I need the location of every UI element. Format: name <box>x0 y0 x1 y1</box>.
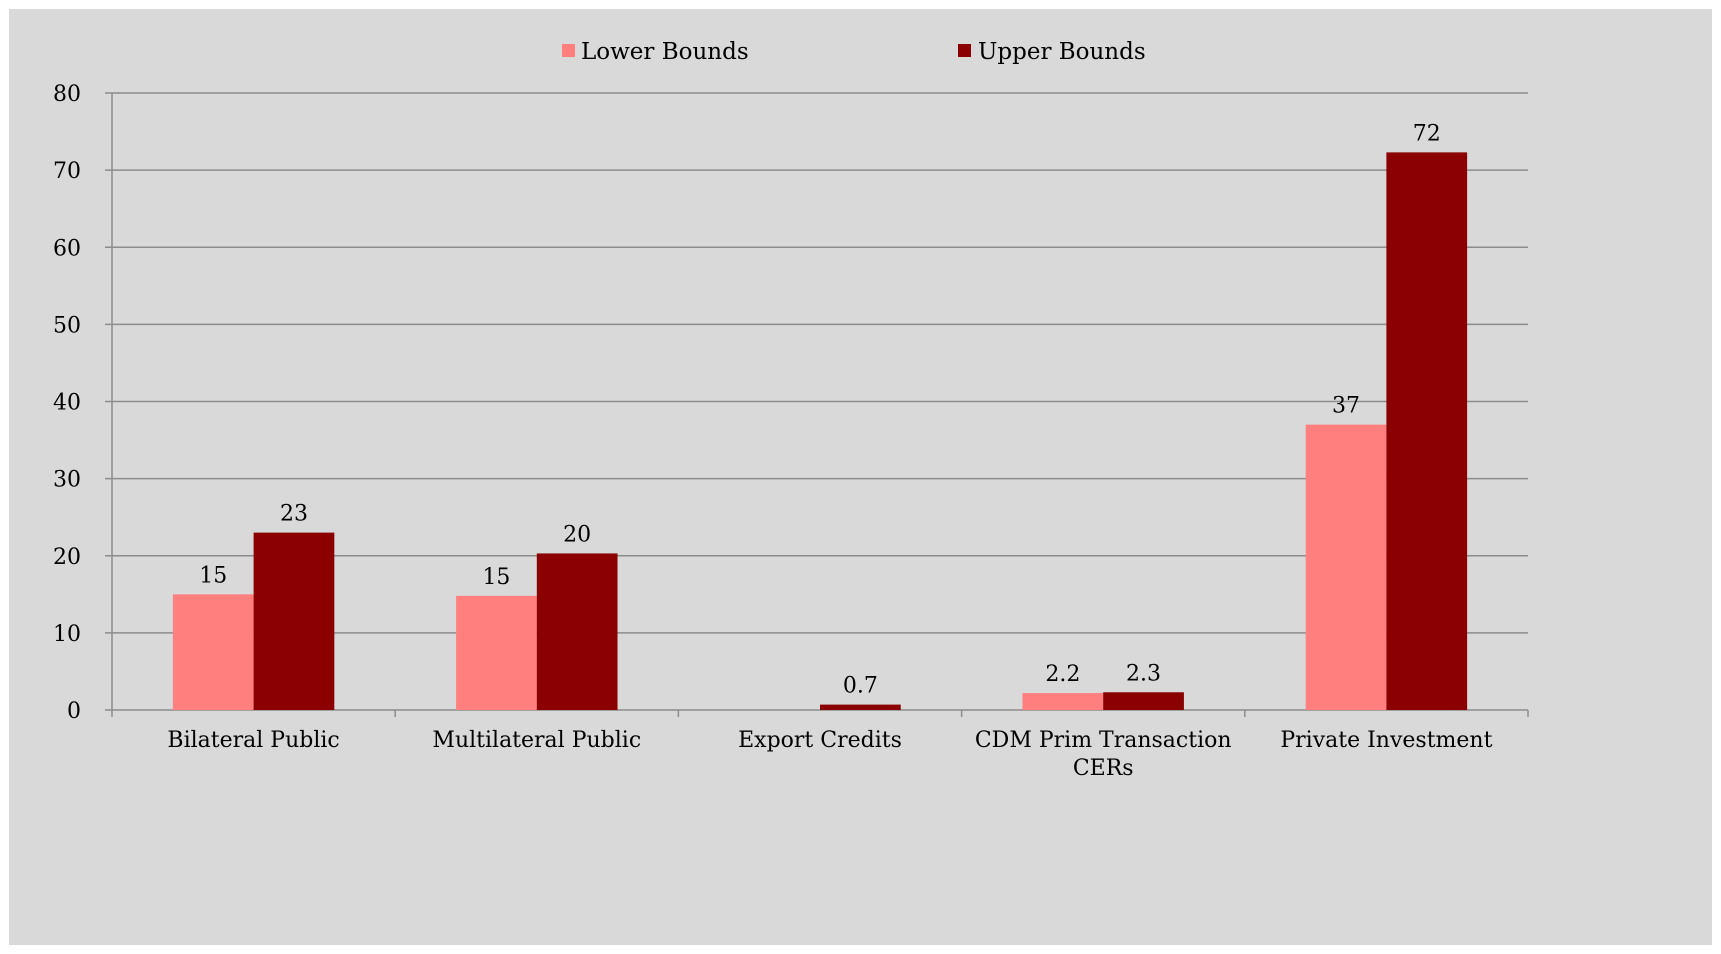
legend-swatch-lower <box>562 44 575 57</box>
x-tick-label: Private Investment <box>1280 728 1492 753</box>
bar-lower <box>1305 424 1387 710</box>
bar-upper <box>536 553 618 710</box>
data-label: 37 <box>1332 394 1360 419</box>
data-label: 20 <box>563 522 591 547</box>
bar-lower <box>1022 693 1104 710</box>
y-tick-label: 60 <box>53 236 81 261</box>
bar-upper <box>820 704 901 710</box>
legend-label-lower: Lower Bounds <box>581 39 749 65</box>
legend-swatch-upper <box>958 44 971 57</box>
bar-lower <box>456 595 537 710</box>
data-label: 72 <box>1413 121 1441 146</box>
bar-lower <box>172 594 254 710</box>
data-label: 15 <box>482 565 510 590</box>
y-tick-label: 40 <box>53 391 81 416</box>
data-label: 0.7 <box>843 674 878 699</box>
x-tick-label: CDM Prim Transaction CERs <box>975 728 1232 781</box>
legend: Lower Bounds Upper Bounds <box>562 39 1146 65</box>
bar-upper <box>253 532 335 710</box>
bar-upper <box>1103 692 1184 710</box>
x-tick-labels: Bilateral Public Multilateral Public Expor… <box>167 728 1492 781</box>
data-label: 2.2 <box>1045 662 1080 687</box>
y-tick-label: 0 <box>67 699 81 724</box>
y-tick-label: 50 <box>53 313 81 338</box>
legend-label-upper: Upper Bounds <box>978 39 1146 65</box>
data-label: 2.3 <box>1126 661 1161 686</box>
y-tick-labels: 0 10 20 30 40 50 60 70 80 <box>53 82 81 724</box>
bars <box>172 152 1468 711</box>
x-tick-label: Bilateral Public <box>167 728 339 753</box>
data-label: 23 <box>280 502 308 527</box>
y-tick-label: 70 <box>53 159 81 184</box>
bar-upper <box>1386 152 1468 711</box>
data-label: 15 <box>199 563 227 588</box>
y-tick-label: 20 <box>53 545 81 570</box>
y-tick-label: 80 <box>53 82 81 107</box>
y-tick-label: 30 <box>53 468 81 493</box>
gridlines <box>112 92 1528 634</box>
data-labels: 15 23 15 20 0.7 2.2 2.3 37 72 <box>199 121 1441 698</box>
x-tick-label: Export Credits <box>738 728 902 753</box>
y-tick-label: 10 <box>53 622 81 647</box>
x-tick-label: Multilateral Public <box>432 728 641 753</box>
chart-area: 0 10 20 30 40 50 60 70 80 15 23 15 20 0.7 2.2 2.3 37 72 … <box>9 9 1712 945</box>
